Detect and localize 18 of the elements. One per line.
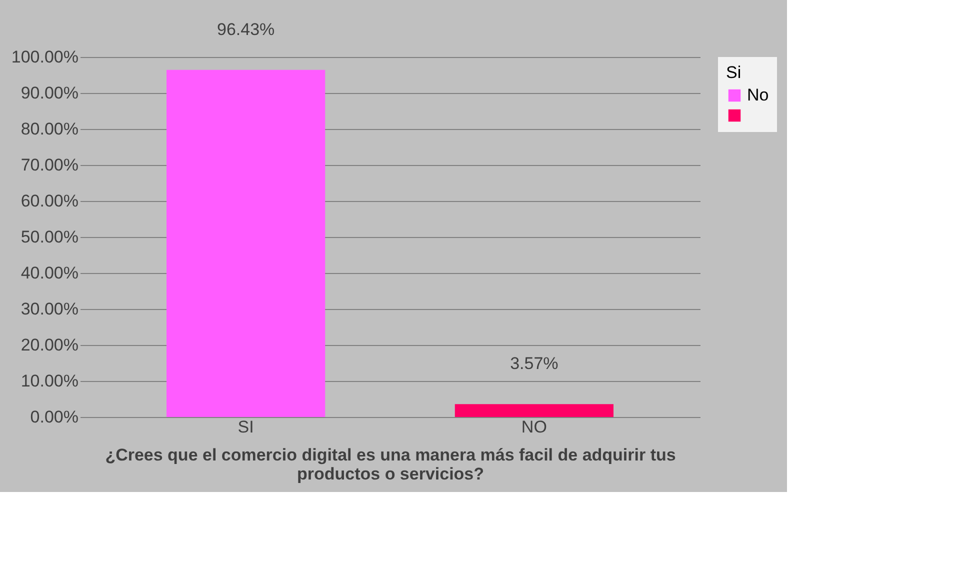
y-tick-label: 20.00% (20, 336, 78, 354)
x-axis-title: ¿Crees que el comercio digital es una manera más facil de adquirir tus productos o servicios? (105, 446, 676, 484)
y-tick-label: 40.00% (20, 264, 78, 282)
y-tick-label: 30.00% (20, 300, 78, 318)
y-tick-label: 10.00% (20, 372, 78, 390)
y-tick-label: 60.00% (20, 192, 78, 210)
legend-title: Si (726, 63, 742, 82)
y-tick-label: 100.00% (11, 48, 78, 66)
y-tick-label: 0.00% (30, 408, 78, 426)
legend-label: No (747, 86, 769, 104)
y-tick-label: 90.00% (20, 84, 78, 102)
y-tick-label: 50.00% (20, 228, 78, 246)
data-label: 96.43% (216, 20, 275, 39)
x-tick-label: SI (238, 418, 254, 436)
x-tick-label: NO (521, 418, 547, 436)
y-tick-label: 70.00% (20, 156, 78, 174)
data-label: 3.57% (510, 354, 558, 374)
y-tick-label: 80.00% (20, 120, 78, 138)
